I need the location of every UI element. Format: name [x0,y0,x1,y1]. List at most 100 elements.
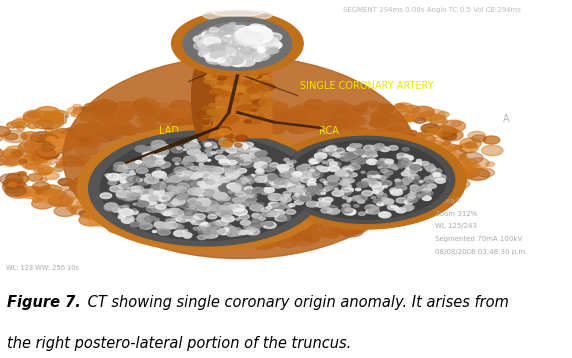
Circle shape [143,161,156,168]
Circle shape [229,44,241,50]
Circle shape [250,82,260,87]
Circle shape [13,151,23,156]
Circle shape [315,169,321,172]
Circle shape [360,102,368,106]
Circle shape [324,202,331,205]
Circle shape [434,179,452,188]
Circle shape [105,203,118,209]
Circle shape [224,120,233,124]
Circle shape [152,171,164,177]
Circle shape [232,116,244,122]
Circle shape [215,137,220,140]
Circle shape [174,178,181,182]
Circle shape [410,199,417,203]
Circle shape [412,160,431,169]
Circle shape [154,147,169,155]
Circle shape [235,25,247,32]
Circle shape [165,105,186,115]
Circle shape [239,148,249,153]
Circle shape [248,149,261,155]
Circle shape [116,125,134,134]
Circle shape [250,204,263,211]
Circle shape [286,209,296,214]
Circle shape [224,164,230,168]
Circle shape [295,219,308,226]
Circle shape [357,182,368,187]
Circle shape [145,124,165,134]
Circle shape [308,179,316,183]
Circle shape [233,156,241,160]
Circle shape [214,106,237,117]
Circle shape [255,105,272,113]
Circle shape [220,205,231,211]
Circle shape [255,52,267,58]
Circle shape [408,162,418,167]
Circle shape [247,32,261,39]
Circle shape [256,170,264,174]
Circle shape [225,139,233,144]
Circle shape [264,213,281,222]
Circle shape [324,203,343,212]
Circle shape [254,110,277,122]
Circle shape [240,155,249,160]
Circle shape [418,145,430,151]
Ellipse shape [63,56,418,258]
Circle shape [230,46,240,50]
Circle shape [199,34,204,37]
Circle shape [117,206,129,212]
Circle shape [259,119,280,129]
Circle shape [349,173,357,177]
Circle shape [225,112,239,119]
Circle shape [33,197,42,202]
Circle shape [212,116,224,121]
Circle shape [118,211,133,218]
Circle shape [104,213,117,219]
Circle shape [362,190,373,196]
Circle shape [214,66,224,71]
Circle shape [300,108,321,118]
Text: CX: CX [139,148,153,158]
Circle shape [162,233,169,236]
Circle shape [94,208,115,218]
Circle shape [37,196,47,200]
Circle shape [221,57,236,65]
Circle shape [205,188,219,195]
Circle shape [366,207,370,209]
Circle shape [303,194,311,198]
Circle shape [135,202,158,214]
Circle shape [227,45,241,52]
Circle shape [459,143,478,153]
Circle shape [310,167,317,170]
Circle shape [287,219,294,223]
Circle shape [198,228,221,238]
Circle shape [190,205,197,208]
Circle shape [186,211,192,214]
Circle shape [396,134,420,145]
Circle shape [347,185,352,187]
Circle shape [246,198,252,202]
Circle shape [268,46,279,52]
Circle shape [255,30,270,38]
Circle shape [238,231,246,235]
Circle shape [125,205,149,217]
Circle shape [256,207,264,212]
Circle shape [237,147,249,154]
Circle shape [30,135,51,145]
Circle shape [288,209,299,214]
Circle shape [404,205,414,210]
Circle shape [378,179,391,185]
Circle shape [129,110,136,113]
Circle shape [113,132,120,136]
Circle shape [184,144,190,147]
Circle shape [349,156,362,163]
Circle shape [244,120,252,124]
Circle shape [213,221,220,224]
Circle shape [66,128,75,132]
Circle shape [267,102,288,112]
Circle shape [130,190,142,196]
Circle shape [397,165,404,168]
Circle shape [209,183,218,187]
Circle shape [446,154,468,165]
Circle shape [136,160,141,164]
Circle shape [171,143,177,146]
